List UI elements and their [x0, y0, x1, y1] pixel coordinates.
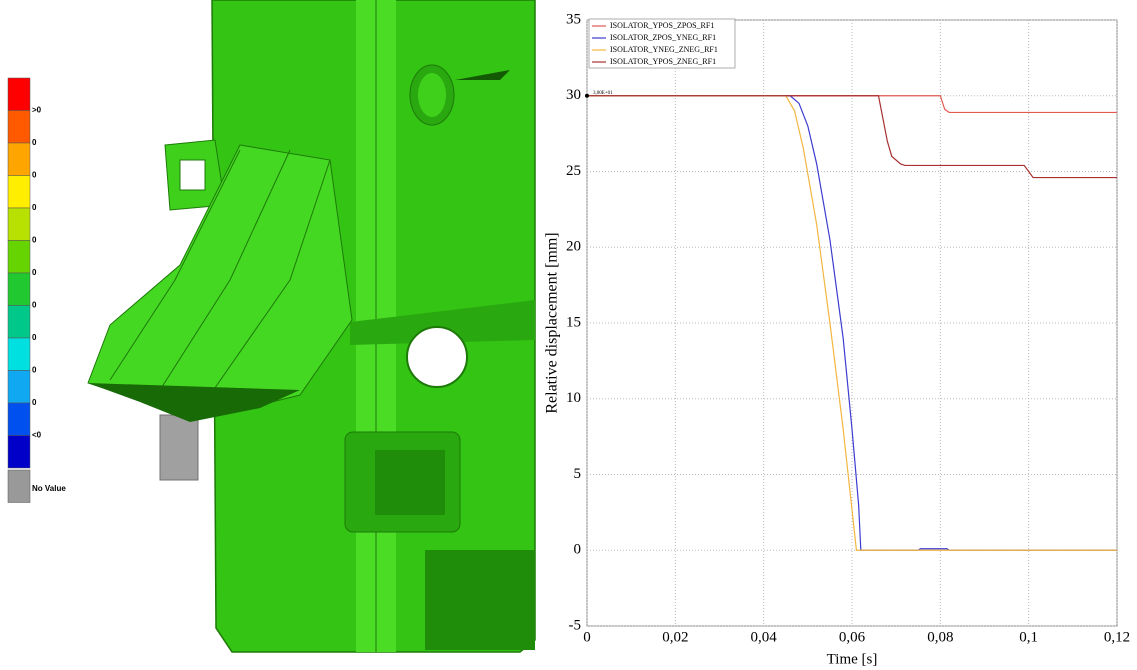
part-clip-hole [179, 159, 206, 191]
color-swatch [7, 305, 31, 339]
y-tick-label: 15 [566, 314, 581, 330]
color-swatch [7, 402, 31, 436]
legend: ISOLATOR_YPOS_ZPOS_RF1 ISOLATOR_ZPOS_YNEG… [588, 18, 736, 69]
color-swatch [7, 337, 31, 371]
part-slot [425, 550, 535, 650]
series-line [587, 95, 1117, 179]
y-tick-label: 10 [566, 390, 581, 406]
y-tick-label: -5 [569, 617, 582, 633]
part-ledge [350, 300, 535, 345]
x-tick-label: 0,12 [1104, 629, 1130, 645]
x-tick-label: 0 [583, 629, 591, 645]
color-label: 0 [32, 366, 37, 375]
part-hole-inner [418, 73, 446, 117]
series-line [587, 95, 1117, 551]
color-swatch [7, 370, 31, 404]
part-flap-underside [88, 383, 300, 422]
color-label: 0 [32, 138, 37, 147]
color-label: 0 [32, 236, 37, 245]
part-flap-edge [109, 149, 241, 381]
y-tick-label: 30 [566, 87, 581, 103]
y-tick-label: 20 [566, 239, 581, 255]
color-swatch [7, 175, 31, 209]
color-swatch [7, 110, 31, 144]
part-flap-edge [209, 159, 331, 396]
x-tick-label: 0,04 [751, 629, 778, 645]
fea-render [87, 0, 536, 653]
color-swatch [7, 272, 31, 306]
legend-label: ISOLATOR_YPOS_ZNEG_RF1 [610, 57, 716, 66]
part-flap-edge [159, 149, 291, 391]
color-label: No Value [32, 484, 66, 493]
part-fin [455, 70, 510, 80]
color-label: 0 [32, 301, 37, 310]
color-label: 0 [32, 171, 37, 180]
color-swatch [7, 207, 31, 241]
y-tick-label: 5 [574, 466, 582, 482]
y-tick-label: 0 [574, 542, 582, 558]
color-swatch [7, 142, 31, 176]
color-swatch [7, 435, 31, 469]
color-label: 0 [32, 203, 37, 212]
color-label: 0 [32, 398, 37, 407]
annotation: 3,00E+01 [593, 91, 613, 96]
legend-box [588, 18, 736, 69]
x-tick-label: 0,02 [662, 629, 688, 645]
x-tick-label: 0,08 [927, 629, 953, 645]
x-tick-label: 0,06 [839, 629, 866, 645]
color-label: 0 [32, 333, 37, 342]
color-swatch [7, 469, 31, 503]
annotation-point [585, 93, 589, 98]
x-tick-label: 0,1 [1019, 629, 1038, 645]
y-axis-title: Relative displacement [mm] [544, 232, 561, 413]
y-tick-label: 35 [566, 11, 581, 27]
color-label: <0 [32, 431, 42, 440]
part-hole [406, 326, 468, 388]
series-line [587, 95, 1117, 551]
color-swatch [7, 77, 31, 111]
part-pin [159, 414, 199, 481]
color-legend: >0 0 0 0 0 0 0 0 0 0 <0 No Value [7, 77, 66, 503]
legend-label: ISOLATOR_YNEG_ZNEG_RF1 [610, 45, 718, 54]
color-swatch [7, 240, 31, 274]
legend-label: ISOLATOR_ZPOS_YNEG_RF1 [610, 33, 716, 42]
color-label: 0 [32, 268, 37, 277]
legend-label: ISOLATOR_YPOS_ZPOS_RF1 [610, 21, 714, 30]
color-label: >0 [32, 106, 42, 115]
part-window-inner [375, 450, 445, 515]
x-axis-title: Time [s] [827, 651, 878, 667]
y-tick-label: 25 [566, 163, 581, 179]
